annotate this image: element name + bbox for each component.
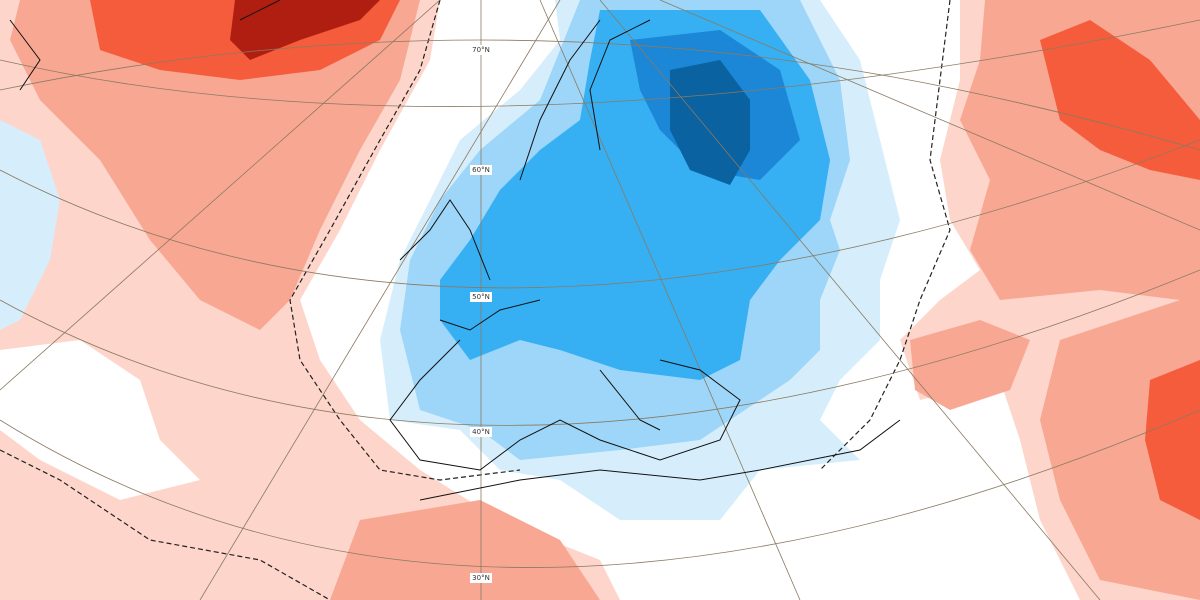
latitude-line [0,269,1200,426]
latitude-label: 40°N [472,428,490,436]
latitude-line [0,409,1200,568]
meridian-line [199,0,561,600]
warm-medium-africa [330,500,600,600]
warm-strong-southeast [1145,360,1200,520]
latitude-line [0,19,1200,107]
cool-light-west [0,120,60,330]
label-box [470,573,492,583]
warm-strong-east [1040,20,1200,180]
meridian-line [659,0,1200,231]
coastline [9,0,281,91]
warm-extreme [230,0,380,60]
latitude-line [0,39,1200,151]
meridian-line [539,0,801,600]
label-box [470,45,492,55]
coastline [389,19,901,501]
label-box [470,165,492,175]
latitude-label: 70°N [472,46,490,54]
contour-line [0,449,331,600]
latitude-label: 30°N [472,574,490,582]
cool-extreme [670,60,750,185]
label-box [470,292,492,302]
contour-line [819,0,951,471]
latitude-line [0,139,1200,289]
meridian-line [0,0,441,391]
contour-line [289,0,521,481]
warm-medium [10,0,420,330]
meridian-line [599,0,1101,600]
label-box [470,427,492,437]
latitude-label: 50°N [472,293,490,301]
latitude-label: 60°N [472,166,490,174]
neutral-patch [0,340,200,500]
